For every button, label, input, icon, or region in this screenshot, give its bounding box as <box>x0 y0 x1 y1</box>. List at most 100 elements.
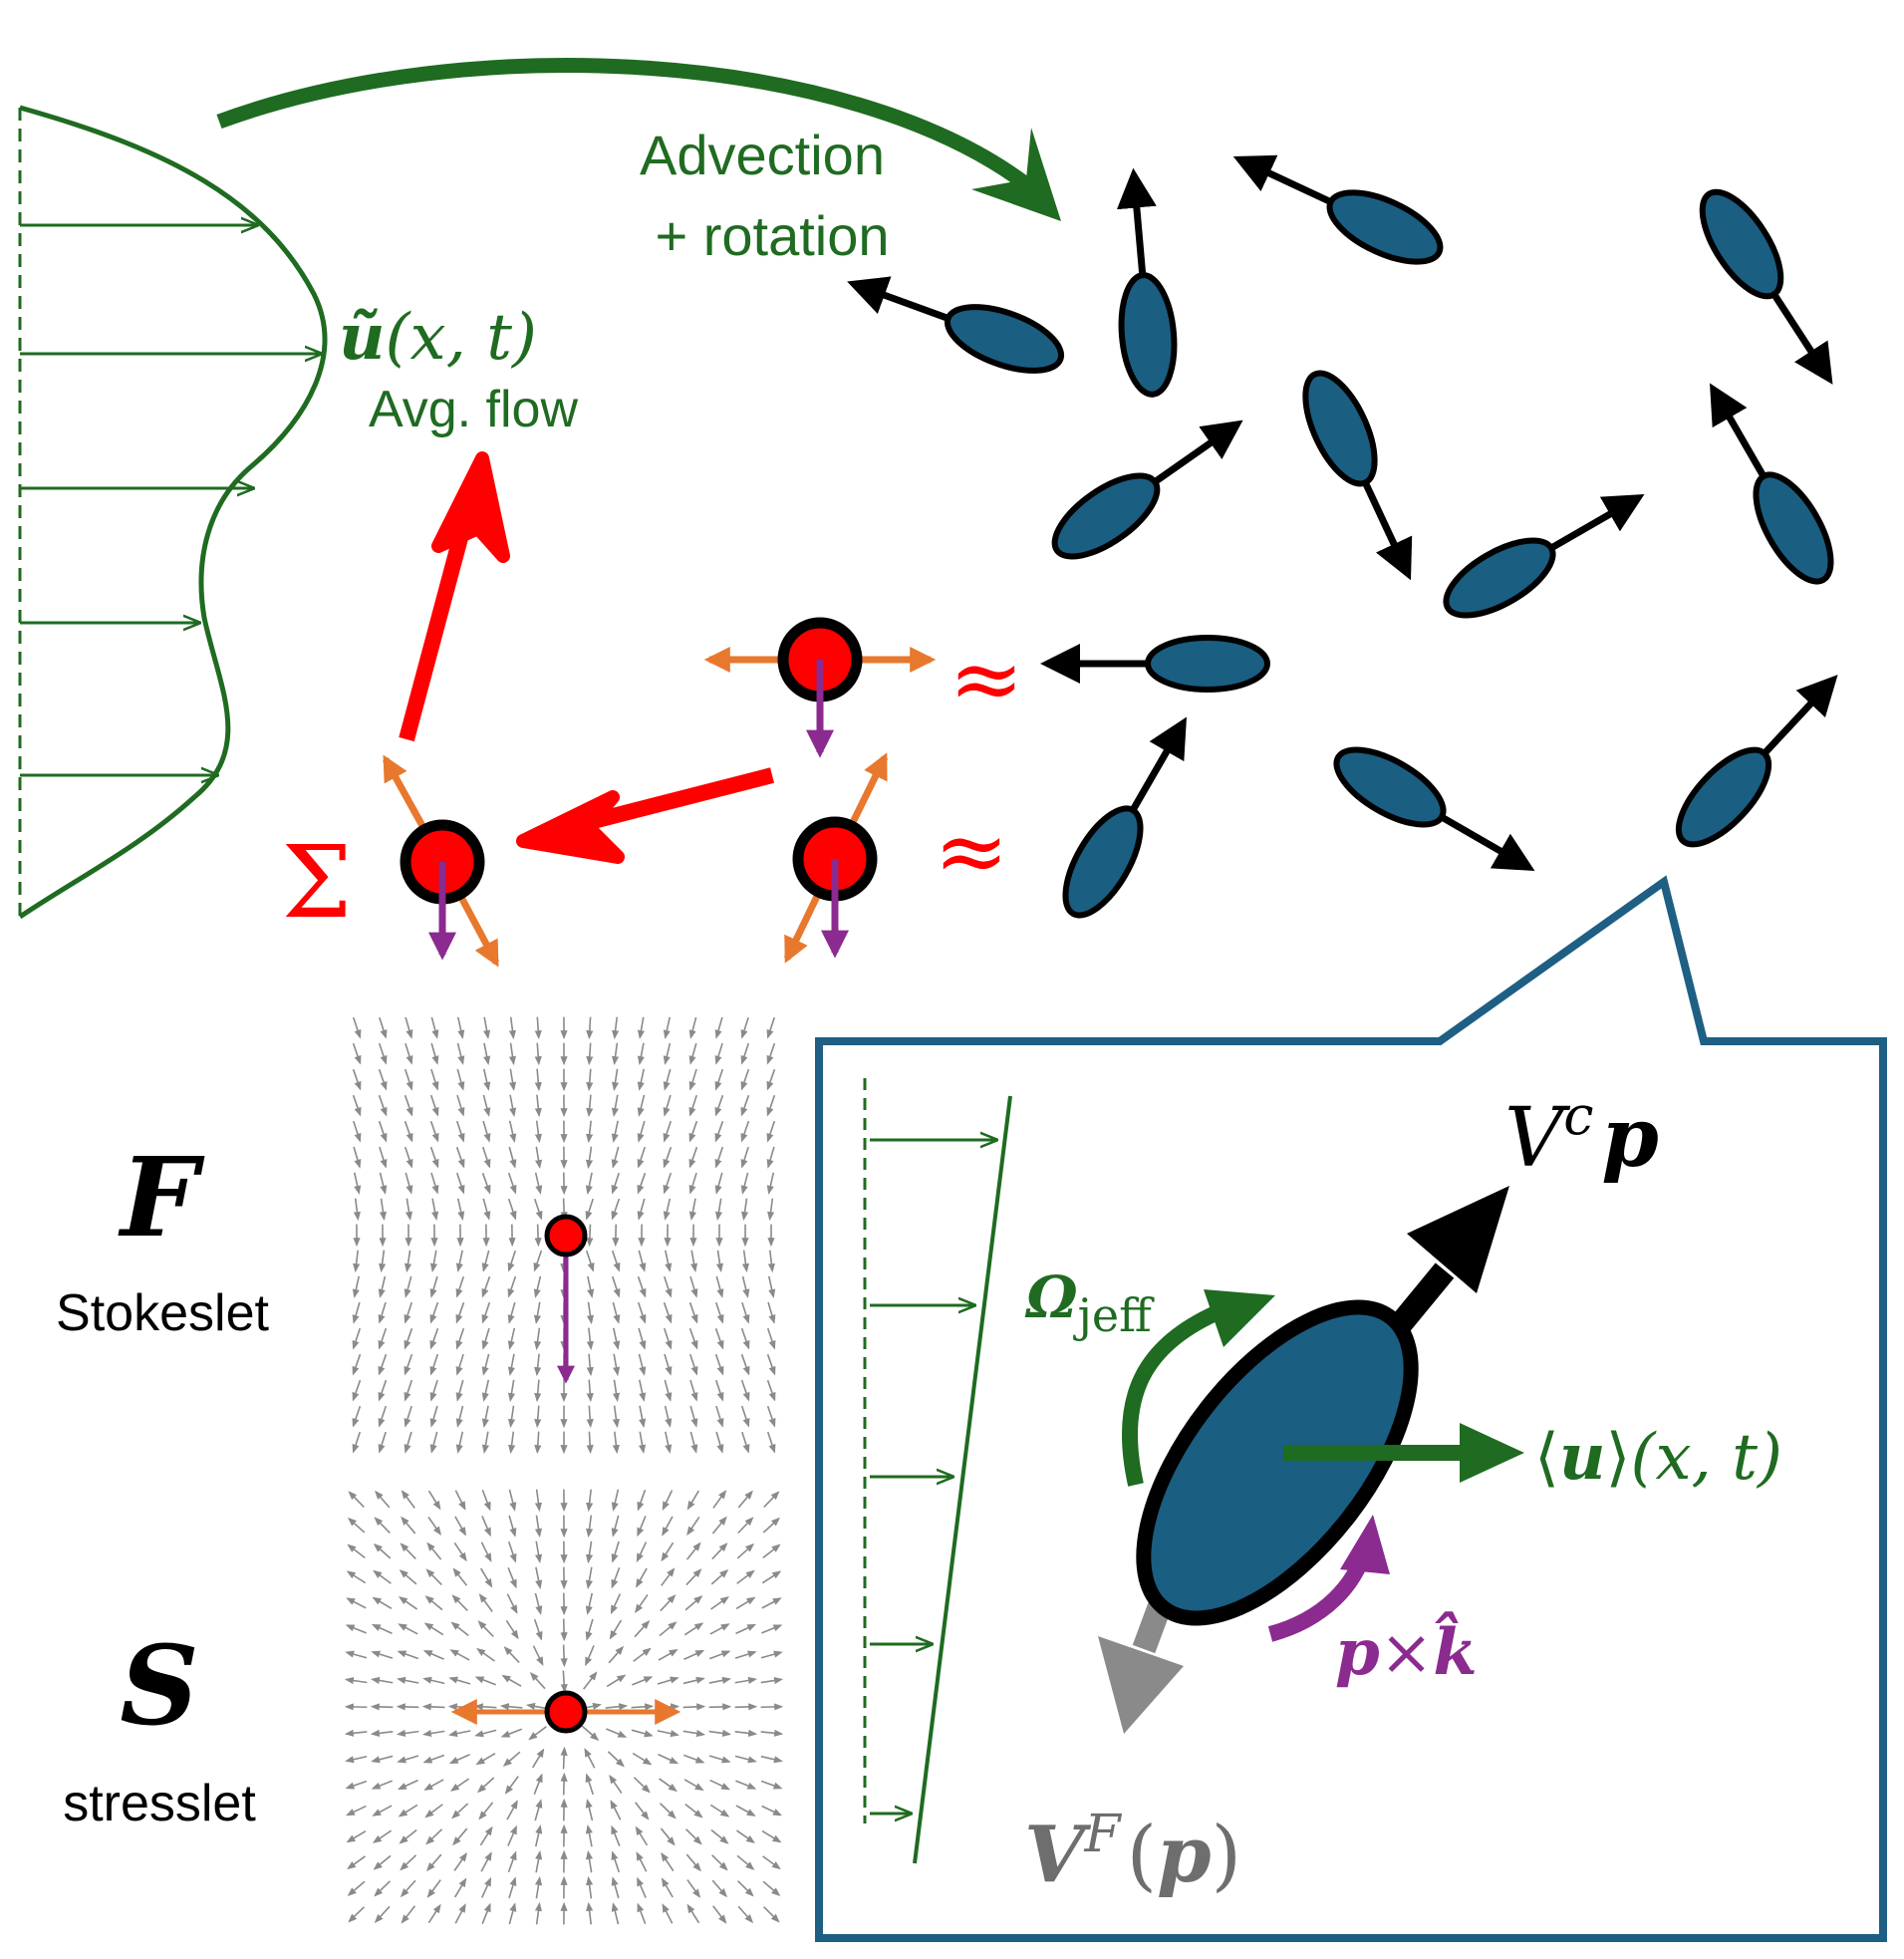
field-vector <box>372 1596 393 1609</box>
field-vector <box>429 1275 438 1298</box>
field-vector <box>639 1405 647 1428</box>
field-vector <box>664 1250 673 1272</box>
field-vector <box>682 1676 705 1685</box>
field-vector <box>585 1824 593 1847</box>
field-vector <box>611 1250 621 1272</box>
field-vector <box>455 1431 464 1454</box>
field-vector <box>378 1120 388 1143</box>
field-vector <box>398 1596 418 1610</box>
field-vector <box>429 1431 438 1454</box>
field-vector <box>631 1703 655 1711</box>
field-vector <box>709 1623 730 1635</box>
field-vector <box>455 1353 464 1376</box>
field-vector <box>345 1624 367 1634</box>
field-vector <box>482 1198 491 1221</box>
field-vector <box>455 1405 464 1428</box>
field-vector <box>447 1703 471 1711</box>
field-vector <box>478 1593 493 1612</box>
field-vector <box>430 1068 439 1091</box>
swimmer <box>1051 420 1243 560</box>
field-vector <box>399 1828 417 1844</box>
field-vector <box>638 1431 647 1455</box>
field-vector <box>658 1753 680 1765</box>
field-vector <box>400 1879 416 1898</box>
field-vector <box>352 1353 362 1376</box>
field-vector <box>379 1198 388 1222</box>
field-vector <box>611 1540 620 1563</box>
field-vector <box>373 1542 392 1559</box>
field-vector <box>481 1379 490 1402</box>
field-vector <box>714 1146 724 1169</box>
field-vector <box>504 1776 519 1795</box>
field-vector <box>585 1198 594 1221</box>
field-vector <box>686 1903 700 1924</box>
field-vector <box>766 1146 775 1169</box>
field-vector <box>481 1172 491 1195</box>
field-vector <box>585 1146 594 1170</box>
field-vector <box>453 1852 468 1871</box>
swimmer-direction-arrow <box>1128 716 1187 814</box>
field-vector <box>688 1146 698 1169</box>
VF-label: VF(p) <box>1024 1805 1241 1900</box>
field-vector <box>370 1729 394 1737</box>
field-vector <box>766 1431 776 1454</box>
field-vector <box>481 1301 491 1324</box>
field-vector <box>663 1068 672 1091</box>
field-vector <box>682 1754 705 1764</box>
field-vector <box>508 1146 517 1169</box>
flow-profile <box>18 105 328 920</box>
field-vector <box>535 1540 543 1564</box>
field-vector <box>533 1275 542 1298</box>
field-vector <box>534 1379 542 1403</box>
field-vector <box>347 1517 366 1534</box>
field-vector <box>761 1829 782 1843</box>
field-vector <box>612 1301 621 1324</box>
field-vector <box>585 1592 594 1615</box>
field-vector <box>481 1250 490 1272</box>
field-vector <box>610 1800 622 1820</box>
field-vector <box>714 1120 724 1143</box>
field-vector <box>740 1327 750 1350</box>
avg-flow-symbol: ũ(x, t) <box>339 300 537 375</box>
field-vector <box>762 1517 781 1534</box>
field-vector <box>508 1431 516 1455</box>
field-vector <box>345 1755 368 1764</box>
swimmer <box>1333 746 1535 871</box>
field-vector <box>736 1542 755 1559</box>
field-vector <box>352 1405 362 1428</box>
field-vector <box>427 1903 441 1924</box>
advection-label: Advection <box>640 124 885 186</box>
field-vector <box>710 1595 729 1610</box>
field-vector <box>352 1016 362 1039</box>
swimmer-body <box>1051 472 1161 560</box>
field-vector <box>586 1431 594 1455</box>
field-vector <box>345 1780 368 1790</box>
swimmer <box>1710 383 1834 585</box>
swimmer-body <box>1675 746 1772 848</box>
field-vector <box>663 1120 673 1143</box>
field-vector <box>397 1755 419 1764</box>
field-vector <box>611 1489 620 1512</box>
field-vector <box>373 1569 392 1584</box>
field-vector <box>422 1754 445 1764</box>
field-vector <box>500 1728 522 1738</box>
field-vector <box>533 1198 543 1221</box>
swimmer-direction-arrow <box>1547 494 1645 553</box>
field-vector <box>689 1405 698 1428</box>
field-vector <box>370 1676 394 1685</box>
field-vector <box>586 1515 594 1539</box>
field-vector <box>734 1729 758 1737</box>
field-vector <box>662 1903 674 1924</box>
field-vector <box>682 1729 706 1738</box>
field-vector <box>737 1905 754 1924</box>
field-vector <box>401 1516 416 1535</box>
field-vector <box>714 1353 724 1376</box>
field-vector <box>426 1541 442 1560</box>
swimmer <box>847 276 1065 374</box>
field-vector <box>586 1094 594 1118</box>
field-vector <box>481 1327 490 1350</box>
field-vector <box>534 1172 543 1195</box>
field-vector <box>608 1645 625 1664</box>
field-vector <box>378 1327 388 1350</box>
field-vector <box>374 1880 392 1897</box>
